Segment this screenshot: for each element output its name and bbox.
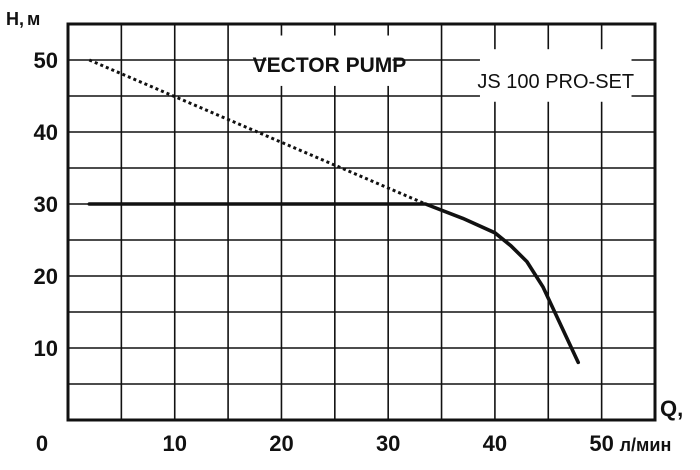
y-axis-unit: м <box>27 9 40 29</box>
x-tick-label: 20 <box>269 431 293 456</box>
origin-label: 0 <box>36 431 48 456</box>
y-tick-label: 50 <box>34 48 58 73</box>
plot-frame <box>66 22 657 422</box>
y-tick-label: 40 <box>34 120 58 145</box>
model-box <box>479 49 632 102</box>
model-label: JS 100 PRO-SET <box>477 71 634 93</box>
brand-box <box>266 35 393 86</box>
x-axis-symbol: Q, <box>660 396 683 421</box>
x-axis-unit: л/мин <box>620 435 672 455</box>
series <box>87 58 580 365</box>
y-axis-title: H, м <box>6 9 40 29</box>
x-tick-label: 30 <box>376 431 400 456</box>
y-axis-symbol: H, <box>6 9 24 29</box>
x-tick-label: 50 <box>589 431 613 456</box>
y-tick-label: 30 <box>34 192 58 217</box>
brand-label: VECTOR PUMP <box>253 54 407 77</box>
series-line-dotted <box>88 58 427 206</box>
annotations: VECTOR PUMP JS 100 PRO-SET <box>253 35 634 102</box>
series-line-solid <box>87 202 580 365</box>
x-tick-label: 40 <box>483 431 507 456</box>
x-axis-ticks: 10 20 30 40 50 <box>162 431 613 456</box>
y-tick-label: 10 <box>34 336 58 361</box>
y-tick-label: 20 <box>34 264 58 289</box>
x-tick-label: 10 <box>162 431 186 456</box>
y-axis-ticks: 10 20 30 40 50 <box>34 48 58 361</box>
